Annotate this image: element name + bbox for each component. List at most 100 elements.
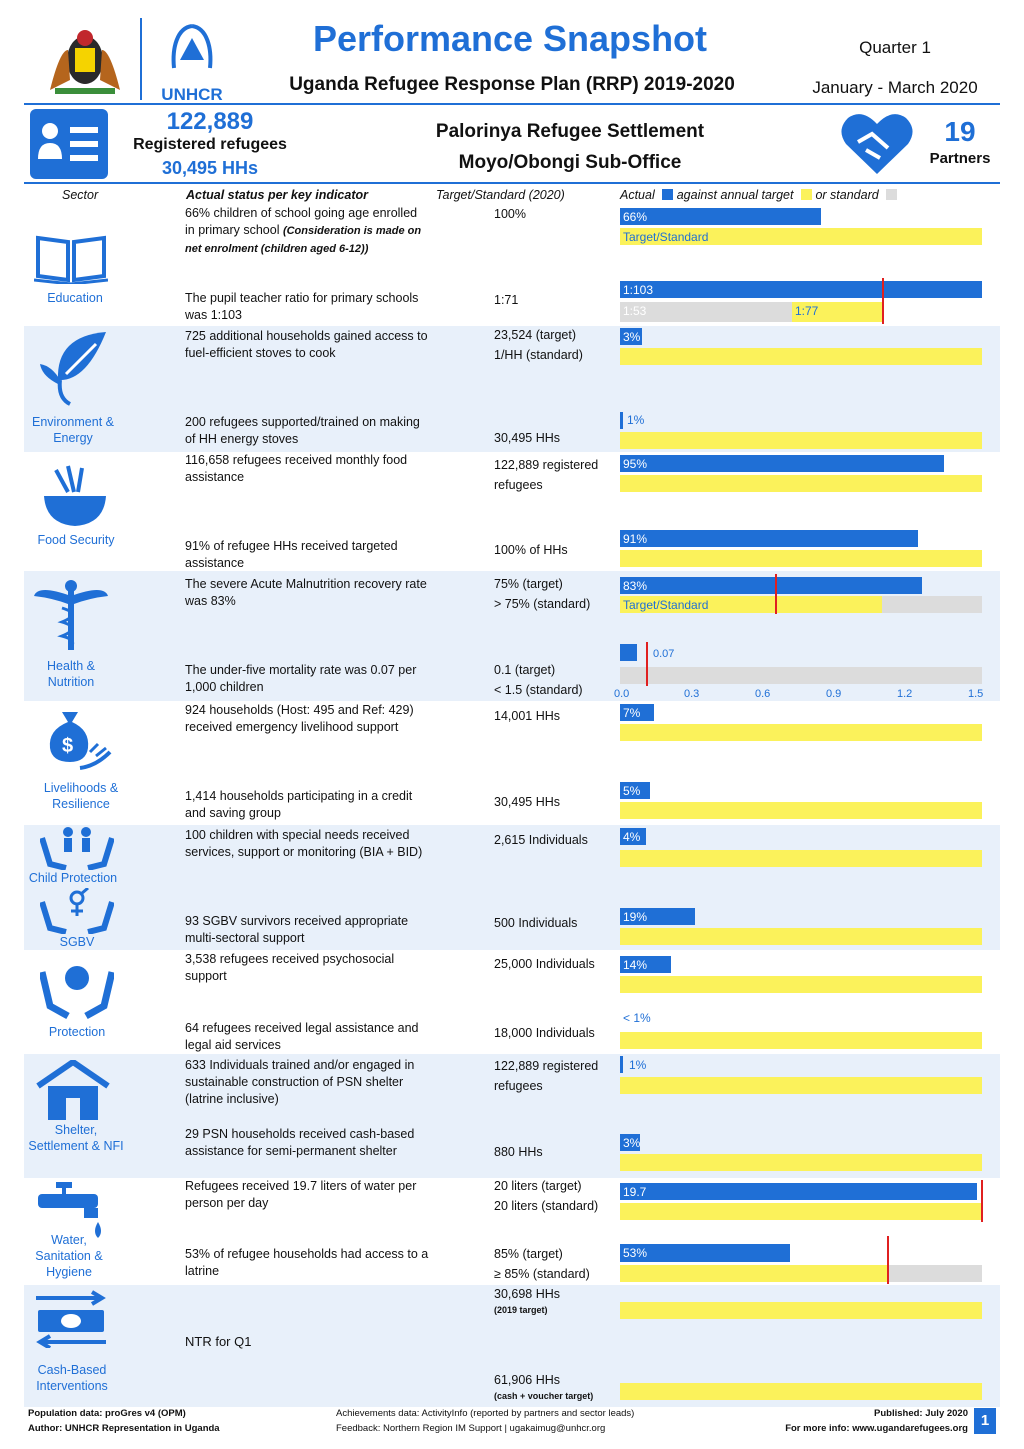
- legend-standard-label: or standard: [815, 188, 879, 202]
- book-icon: [33, 230, 114, 289]
- col-actual-label: Actual: [620, 188, 655, 202]
- settlement-block: Palorinya Refugee Settlement Moyo/Obongi…: [420, 116, 720, 178]
- health1-target-label: Target/Standard: [623, 598, 709, 612]
- shel2-indicator: 29 PSN households received cash-based as…: [185, 1127, 415, 1158]
- axis-tick: 0.0: [614, 688, 630, 700]
- sgbv1-indicator: 93 SGBV survivors received appropriate m…: [185, 914, 409, 945]
- health1-bar: 83%: [620, 577, 922, 594]
- cbi-target-1-value: 30,698 HHs: [494, 1287, 561, 1301]
- edu1-text: 66% children of school going age enrolle…: [185, 206, 418, 237]
- env2-target-bar: [620, 432, 982, 449]
- registered-refugees-label: Registered refugees: [133, 136, 287, 153]
- sgbv1-target-bar: [620, 928, 982, 945]
- cbi-target-1: 30,698 HHs (2019 target): [494, 1284, 619, 1316]
- prot2-target: 18,000 Individuals: [494, 1026, 595, 1040]
- health1-target-2: > 75% (standard): [494, 597, 591, 611]
- footer-achievements: Achievements data: ActivityInfo (reporte…: [336, 1408, 635, 1419]
- prot1-indicator: 3,538 refugees received psychosocial sup…: [185, 952, 395, 983]
- sector-environment: Environment & Energy: [32, 415, 114, 445]
- liv1-indicator: 924 households (Host: 495 and Ref: 429) …: [185, 703, 414, 734]
- shel1-bar: [620, 1056, 623, 1073]
- cbi-target-bar-1: [620, 1302, 982, 1319]
- sgbv1-target: 500 Individuals: [494, 916, 578, 930]
- sub-office-name: Moyo/Obongi Sub-Office: [458, 152, 682, 173]
- sector-wash: Water, Sanitation & Hygiene: [35, 1233, 103, 1279]
- liv1-target-bar: [620, 724, 982, 741]
- health1-target-bar: Target/Standard: [620, 596, 882, 613]
- water-tap-icon: [36, 1180, 116, 1247]
- axis-tick: 0.6: [755, 688, 771, 700]
- liv1-bar-label: 7%: [623, 706, 641, 720]
- env1-target: 23,524 (target) 1/HH (standard): [494, 325, 619, 365]
- partners-count: 19: [944, 116, 976, 147]
- health2-indicator: The under-five mortality rate was 0.07 p…: [185, 663, 417, 694]
- handshake-icon: [836, 108, 918, 178]
- footer-published: Published: July 2020: [874, 1408, 968, 1419]
- footer-feedback: Feedback: Northern Region IM Support | u…: [336, 1423, 606, 1434]
- cp1-target-bar: [620, 850, 982, 867]
- legend-against-label: against annual target: [676, 188, 794, 202]
- footer-population: Population data: proGres v4 (OPM): [28, 1408, 186, 1419]
- prot1-target: 25,000 Individuals: [494, 957, 595, 971]
- shel2-bar: 3%: [620, 1134, 640, 1151]
- wash2-target-bar: [620, 1265, 888, 1282]
- prot2-target-bar: [620, 1032, 982, 1049]
- env1-indicator: 725 additional households gained access …: [185, 329, 428, 360]
- prot1-bar: 14%: [620, 956, 671, 973]
- food2-bar-label: 91%: [623, 532, 648, 546]
- footer-more-info-link[interactable]: For more info: www.ugandarefugees.org: [785, 1423, 968, 1434]
- sector-protection: Protection: [48, 1025, 106, 1039]
- wash1-target-1: 20 liters (target): [494, 1179, 582, 1193]
- cp1-indicator: 100 children with special needs received…: [185, 828, 423, 859]
- wash1-bar-label: 19.7: [623, 1185, 647, 1199]
- sector-livelihoods: Livelihoods & Resilience: [43, 781, 119, 811]
- col-indicator: Actual status per key indicator: [186, 188, 369, 202]
- edu2-indicator: The pupil teacher ratio for primary scho…: [185, 291, 419, 322]
- shel1-target: 122,889 registered refugees: [494, 1059, 599, 1093]
- shel2-target: 880 HHs: [494, 1145, 543, 1159]
- food2-bar: 91%: [620, 530, 918, 547]
- cbi-indicator: NTR for Q1: [185, 1334, 252, 1349]
- env1-target-2: 1/HH (standard): [494, 348, 583, 362]
- food2-target-bar: [620, 550, 982, 567]
- col-target: Target/Standard (2020): [436, 188, 565, 202]
- liv1-bar: 7%: [620, 704, 654, 721]
- edu2-actual-label: 1:103: [623, 283, 654, 297]
- edu2-target: 1:71: [494, 293, 519, 307]
- food-bowl-icon: [38, 462, 118, 535]
- liv2-bar-label: 5%: [623, 784, 641, 798]
- cbi-target-2: 61,906 HHs (cash + voucher target): [494, 1370, 619, 1402]
- cbi-target-bar-2: [620, 1383, 982, 1400]
- wash2-target-1: 85% (target): [494, 1247, 563, 1261]
- leaf-icon: [36, 330, 116, 411]
- env1-bar-label: 3%: [623, 330, 641, 344]
- edu1-target-bar: Target/Standard: [620, 228, 982, 245]
- wash1-target: 20 liters (target) 20 liters (standard): [494, 1176, 619, 1216]
- health2-marker: [646, 642, 648, 686]
- env2-indicator: 200 refugees supported/trained on making…: [185, 415, 420, 446]
- health1-marker: [775, 574, 777, 614]
- sector-cbi: Cash-Based Interventions: [36, 1363, 108, 1393]
- sgbv1-bar-label: 19%: [623, 910, 648, 924]
- health2-target-1: 0.1 (target): [494, 663, 556, 677]
- axis-tick: 1.5: [968, 688, 984, 700]
- sector-shelter: Shelter, Settlement & NFI: [28, 1123, 124, 1153]
- wash2-bar-label: 53%: [623, 1246, 648, 1260]
- edu2-standard-bar: 1:53: [620, 302, 792, 322]
- cbi-target-2-note: (cash + voucher target): [494, 1391, 594, 1401]
- health1-indicator: The severe Acute Malnutrition recovery r…: [185, 577, 427, 608]
- edu2-target-label: 1:77: [795, 304, 819, 318]
- wash2-indicator: 53% of refugee households had access to …: [185, 1247, 429, 1278]
- period-label: January - March 2020: [812, 78, 978, 97]
- child-protection-icon: [39, 824, 120, 875]
- shel1-target-bar: [620, 1077, 982, 1094]
- food1-target: 122,889 registered refugees: [494, 458, 599, 492]
- svg-text:$: $: [62, 735, 73, 757]
- health1-target: 75% (target) > 75% (standard): [494, 574, 619, 614]
- col-actual: Actual against annual target or standard: [620, 188, 898, 202]
- axis-tick: 0.3: [684, 688, 700, 700]
- band-environment: [24, 326, 1000, 452]
- wash2-bar: 53%: [620, 1244, 790, 1262]
- sector-food: Food Security: [37, 533, 115, 547]
- wash1-bar: 19.7: [620, 1183, 977, 1200]
